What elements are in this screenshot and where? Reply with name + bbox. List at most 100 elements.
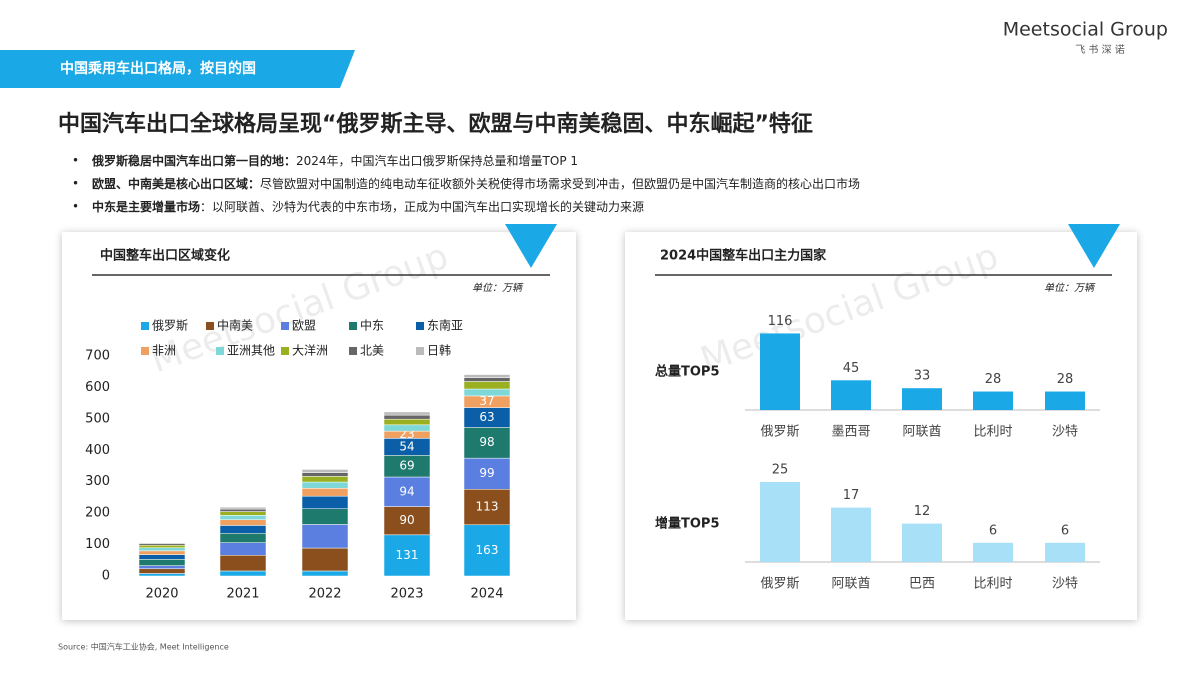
- bar-segment: [301, 495, 349, 509]
- chart-label: 总量TOP5: [655, 364, 720, 380]
- logo-sub: 飞 书 深 诺: [1075, 44, 1125, 56]
- bar-segment: [138, 573, 186, 577]
- bar-segment: [463, 427, 511, 459]
- bar-segment: [301, 469, 349, 473]
- data-label: 163: [476, 543, 499, 557]
- bar-segment: [301, 547, 349, 572]
- x-tick-label: 2023: [390, 587, 423, 602]
- bar-segment: [219, 506, 267, 510]
- bar-segment: [301, 570, 349, 577]
- bar: [1045, 391, 1085, 410]
- data-label: 63: [479, 410, 494, 424]
- y-tick-label: 200: [85, 506, 110, 521]
- bar-segment: [219, 508, 267, 512]
- bar-segment: [219, 542, 267, 556]
- bar-segment: [383, 418, 431, 426]
- bar-segment: [383, 506, 431, 536]
- data-label: 28: [1057, 372, 1074, 387]
- bar-segment: [138, 544, 186, 548]
- bar-segment: [138, 568, 186, 574]
- bar-segment: [463, 381, 511, 390]
- legend-label: 大洋洲: [292, 343, 328, 358]
- x-tick-label: 比利时: [973, 425, 1012, 440]
- y-tick-label: 600: [85, 380, 110, 395]
- bar-segment: [463, 374, 511, 378]
- bar: [760, 333, 800, 410]
- legend-label: 俄罗斯: [152, 319, 188, 333]
- data-label: 6: [989, 523, 997, 538]
- data-label: 12: [914, 504, 931, 519]
- bar-segment: [301, 508, 349, 525]
- bullet-dot: •: [72, 154, 79, 168]
- source: Source: 中国汽车工业协会, Meet Intelligence: [58, 642, 229, 652]
- slide-title: 中国汽车出口全球格局呈现“俄罗斯主导、欧盟与中南美稳固、中东崛起”特征: [58, 111, 813, 137]
- bar-segment: [219, 525, 267, 534]
- bullet-bold: 欧盟、中南美是核心出口区域：: [92, 176, 260, 191]
- data-label: 45: [843, 361, 860, 376]
- legend-label: 东南亚: [427, 318, 463, 333]
- legend-swatch: [349, 322, 357, 330]
- bar: [973, 542, 1013, 562]
- x-tick-label: 墨西哥: [831, 425, 870, 440]
- chart-label: 增量TOP5: [655, 516, 720, 532]
- bullets: • 俄罗斯稳居中国汽车出口第一目的地：2024年，中国汽车出口俄罗斯保持总量和增…: [72, 153, 860, 214]
- bullet: 欧盟、中南美是核心出口区域：尽管欧盟对中国制造的纯电动车征收额外关税使得市场需求…: [92, 176, 860, 191]
- bar: [1045, 542, 1085, 562]
- bar-segment: [301, 472, 349, 477]
- panel-title: 中国整车出口区域变化: [100, 248, 230, 264]
- data-label: 131: [396, 548, 419, 562]
- legend-label: 北美: [360, 344, 384, 358]
- bar-segment: [383, 411, 431, 416]
- legend-swatch: [281, 322, 289, 330]
- y-tick-label: 0: [102, 569, 110, 584]
- bar-segment: [219, 570, 267, 577]
- x-tick-label: 俄罗斯: [760, 425, 799, 440]
- bar: [902, 388, 942, 410]
- data-label: 54: [399, 439, 414, 453]
- x-tick-label: 沙特: [1052, 425, 1078, 440]
- x-tick-label: 2022: [308, 587, 341, 602]
- marker: [1068, 224, 1120, 268]
- x-tick-label: 比利时: [973, 577, 1012, 592]
- bar-segment: [219, 511, 267, 516]
- bar-segment: [463, 457, 511, 490]
- bar-segment: [463, 524, 511, 577]
- y-tick-label: 700: [85, 349, 110, 364]
- data-label: 113: [476, 500, 499, 514]
- y-tick-label: 400: [85, 443, 110, 458]
- bar-segment: [463, 377, 511, 382]
- bullet-dot: •: [72, 200, 79, 214]
- panel-title: 2024中国整车出口主力国家: [660, 248, 827, 264]
- data-label: 33: [914, 369, 931, 384]
- bar-segment: [383, 424, 431, 432]
- legend-swatch: [281, 347, 289, 355]
- bar: [831, 380, 871, 410]
- bullet-text: ：以阿联酋、沙特为代表的中东市场，正成为中国汽车出口实现增长的关键动力来源: [200, 199, 644, 214]
- legend-label: 中南美: [217, 318, 253, 333]
- bar-segment: [383, 534, 431, 577]
- unit: 单位：万辆: [472, 282, 524, 294]
- legend-swatch: [416, 347, 424, 355]
- unit: 单位：万辆: [1044, 282, 1096, 294]
- legend-swatch: [349, 347, 357, 355]
- legend-swatch: [206, 322, 214, 330]
- bullet-bold: 俄罗斯稳居中国汽车出口第一目的地：: [91, 153, 296, 168]
- legend-label: 亚洲其他: [227, 344, 275, 358]
- bar-segment: [301, 524, 349, 549]
- x-tick-label: 俄罗斯: [760, 577, 799, 592]
- bar-segment: [383, 476, 431, 507]
- x-tick-label: 2021: [226, 587, 259, 602]
- bar-segment: [138, 547, 186, 552]
- logo: Meetsocial Group: [1003, 19, 1168, 41]
- legend-swatch: [141, 322, 149, 330]
- bullet-bold: 中东是主要增量市场: [92, 199, 200, 214]
- x-tick-label: 巴西: [909, 577, 935, 592]
- section-tag: 中国乘用车出口格局，按目的国: [60, 60, 256, 77]
- data-label: 17: [843, 488, 860, 503]
- legend-label: 日韩: [427, 343, 451, 358]
- bullet-dot: •: [72, 177, 79, 191]
- bar-segment: [383, 414, 431, 420]
- bar-segment: [463, 388, 511, 397]
